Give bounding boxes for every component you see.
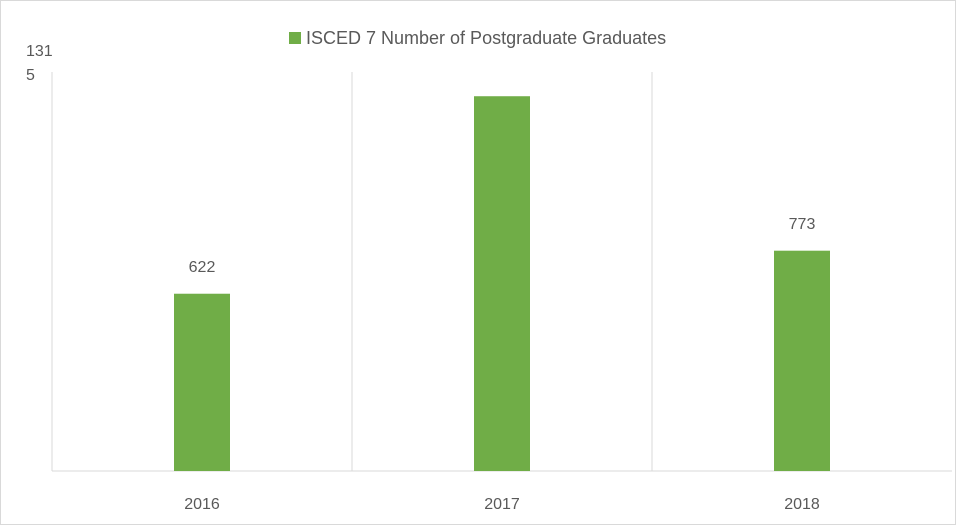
x-tick-label: 2018 [784,496,820,513]
legend-swatch [289,32,301,44]
chart-title: ISCED 7 Number of Postgraduate Graduates [306,28,666,48]
data-label: 1315 [26,43,53,84]
x-tick-label: 2017 [484,496,520,513]
data-label: 622 [189,259,216,276]
bar [774,250,830,471]
data-label: 773 [789,216,816,233]
bar [174,293,230,471]
x-tick-label: 2016 [184,496,220,513]
bar [474,96,530,471]
